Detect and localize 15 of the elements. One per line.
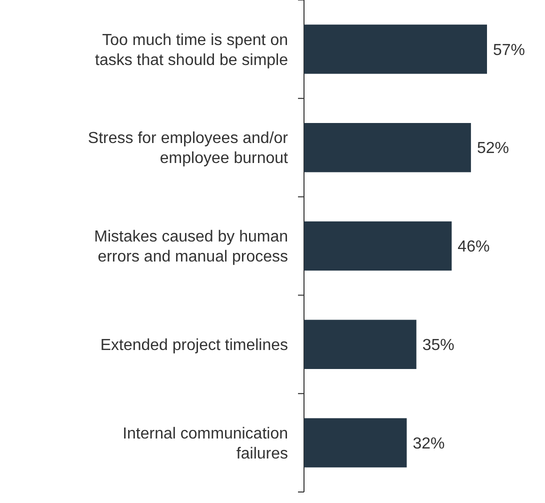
data-label: 52% [476,140,509,158]
y-tick-label: Internal communication failures [122,425,288,462]
y-tick-label: Extended project timelines [100,337,288,354]
data-label: 32% [412,435,445,452]
bar [304,418,407,468]
y-tick-label: Stress for employees and/or employee burnout [88,130,289,168]
y-tick-label: Too much time is spent on tasks that should be simple [95,32,288,69]
y-tick-label: Mistakes caused by human errors and manual process [94,228,288,266]
bar [304,123,471,172]
bar [304,24,487,74]
bar [304,221,452,271]
data-label: 57% [493,42,526,59]
data-label: 46% [458,238,490,256]
data-label: 35% [422,337,454,354]
bar [304,320,416,369]
